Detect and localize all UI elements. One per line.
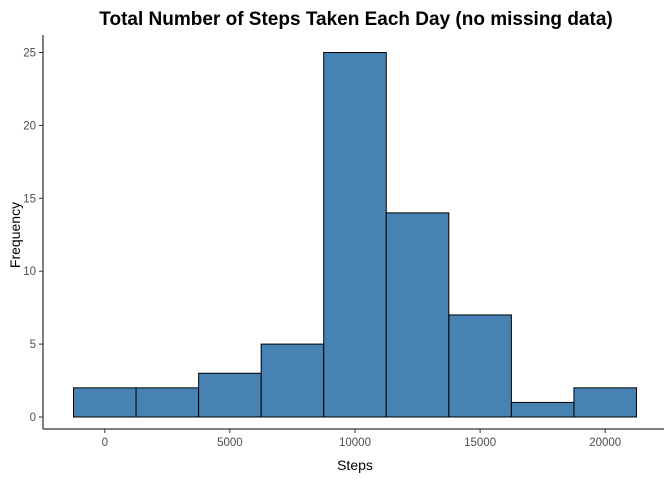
histogram-bar-1 — [135, 387, 200, 418]
histogram-bar-6 — [448, 314, 512, 418]
histogram-bar-2 — [198, 372, 262, 418]
x-tick-label-4: 20000 — [589, 437, 621, 449]
histogram-bar-8 — [573, 387, 638, 418]
histogram-bar-4 — [323, 52, 387, 418]
x-tick-label-1: 5000 — [217, 437, 243, 449]
x-axis-label: Steps — [337, 457, 373, 473]
y-ticks-group: 0 5 10 15 20 25 — [23, 48, 43, 424]
y-axis-label: Frequency — [7, 202, 23, 268]
x-tick-label-3: 15000 — [464, 437, 496, 449]
y-tick-label-1: 5 — [30, 339, 36, 351]
bars-group — [73, 52, 638, 418]
histogram-bar-3 — [260, 343, 325, 418]
histogram-bar-0 — [73, 387, 137, 418]
y-tick-label-2: 10 — [23, 266, 36, 278]
chart-title: Total Number of Steps Taken Each Day (no… — [99, 9, 612, 30]
x-tick-label-2: 10000 — [339, 437, 371, 449]
x-tick-label-0: 0 — [102, 437, 108, 449]
y-tick-label-4: 20 — [23, 120, 36, 132]
histogram-bar-7 — [510, 401, 575, 418]
y-tick-label-5: 25 — [23, 48, 36, 60]
y-tick-label-0: 0 — [30, 412, 36, 424]
y-tick-label-3: 15 — [23, 193, 36, 205]
x-ticks-group: 0 5000 10000 15000 20000 — [102, 429, 621, 449]
histogram-bar-5 — [385, 212, 450, 418]
